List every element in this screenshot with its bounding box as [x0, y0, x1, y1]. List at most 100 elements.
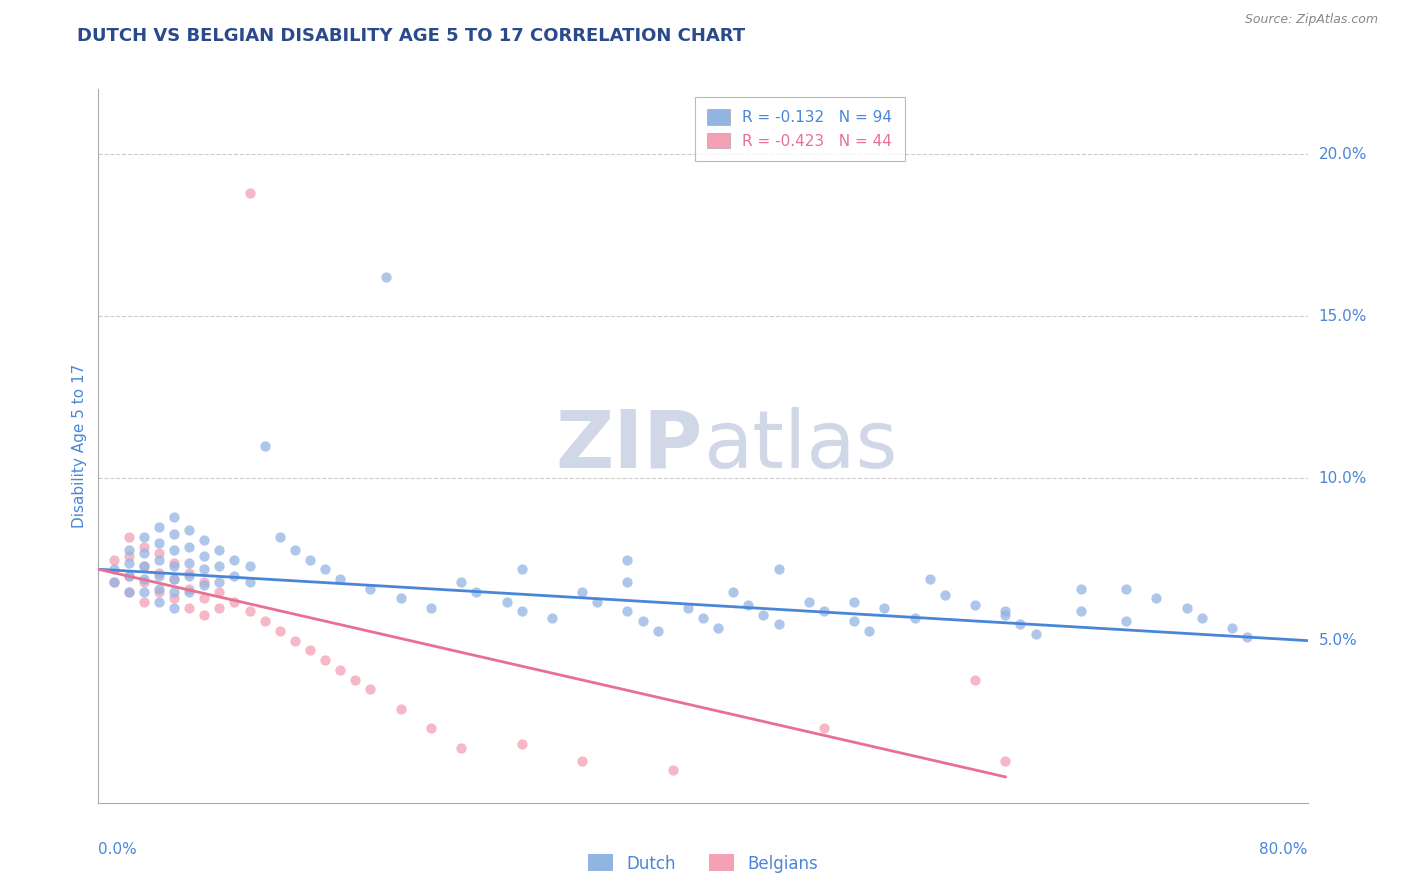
Point	[179, 568, 201, 582]
Point	[329, 663, 352, 677]
Point	[813, 604, 835, 618]
Point	[239, 186, 262, 200]
Point	[163, 572, 186, 586]
Point	[616, 575, 638, 590]
Point	[132, 540, 155, 554]
Point	[224, 552, 246, 566]
Point	[163, 559, 186, 574]
Point	[1070, 582, 1092, 596]
Point	[148, 546, 170, 560]
Point	[208, 542, 231, 557]
Point	[752, 607, 775, 622]
Point	[965, 598, 987, 612]
Point	[179, 582, 201, 596]
Point	[148, 566, 170, 580]
Point	[737, 598, 759, 612]
Point	[1115, 582, 1137, 596]
Legend: R = -0.132   N = 94, R = -0.423   N = 44: R = -0.132 N = 94, R = -0.423 N = 44	[695, 97, 904, 161]
Point	[616, 604, 638, 618]
Point	[103, 575, 125, 590]
Point	[844, 614, 866, 628]
Text: ZIP: ZIP	[555, 407, 703, 485]
Point	[163, 510, 186, 524]
Point	[253, 614, 276, 628]
Point	[571, 585, 593, 599]
Point	[1191, 611, 1213, 625]
Point	[510, 604, 533, 618]
Point	[1236, 631, 1258, 645]
Point	[647, 624, 669, 638]
Point	[858, 624, 880, 638]
Point	[148, 552, 170, 566]
Point	[631, 614, 654, 628]
Point	[132, 585, 155, 599]
Point	[148, 568, 170, 582]
Point	[299, 643, 322, 657]
Point	[269, 530, 291, 544]
Point	[768, 562, 790, 576]
Point	[586, 595, 609, 609]
Point	[148, 520, 170, 534]
Point	[132, 595, 155, 609]
Point	[873, 601, 896, 615]
Point	[179, 540, 201, 554]
Y-axis label: Disability Age 5 to 17: Disability Age 5 to 17	[72, 364, 87, 528]
Point	[118, 585, 141, 599]
Point	[118, 542, 141, 557]
Point	[284, 633, 307, 648]
Point	[420, 601, 443, 615]
Point	[1070, 604, 1092, 618]
Point	[208, 559, 231, 574]
Point	[179, 556, 201, 570]
Point	[510, 738, 533, 752]
Point	[420, 721, 443, 735]
Point	[132, 530, 155, 544]
Point	[193, 591, 215, 606]
Point	[797, 595, 820, 609]
Point	[389, 591, 412, 606]
Point	[193, 533, 215, 547]
Point	[360, 582, 382, 596]
Point	[844, 595, 866, 609]
Point	[768, 617, 790, 632]
Point	[994, 754, 1017, 768]
Point	[118, 549, 141, 564]
Point	[193, 607, 215, 622]
Point	[965, 673, 987, 687]
Point	[994, 604, 1017, 618]
Point	[1220, 621, 1243, 635]
Point	[723, 585, 745, 599]
Point	[299, 552, 322, 566]
Point	[193, 549, 215, 564]
Point	[132, 559, 155, 574]
Point	[1024, 627, 1046, 641]
Point	[918, 572, 941, 586]
Point	[179, 566, 201, 580]
Point	[239, 559, 262, 574]
Point	[1144, 591, 1167, 606]
Point	[163, 542, 186, 557]
Point	[510, 562, 533, 576]
Point	[224, 595, 246, 609]
Point	[118, 568, 141, 582]
Point	[360, 682, 382, 697]
Text: 10.0%: 10.0%	[1319, 471, 1367, 486]
Point	[904, 611, 927, 625]
Point	[389, 702, 412, 716]
Point	[179, 585, 201, 599]
Point	[148, 582, 170, 596]
Point	[103, 562, 125, 576]
Point	[163, 585, 186, 599]
Point	[253, 439, 276, 453]
Point	[344, 673, 367, 687]
Point	[163, 526, 186, 541]
Point	[118, 568, 141, 582]
Point	[163, 591, 186, 606]
Point	[118, 556, 141, 570]
Point	[329, 572, 352, 586]
Point	[813, 721, 835, 735]
Point	[314, 562, 336, 576]
Point	[994, 607, 1017, 622]
Point	[208, 575, 231, 590]
Point	[132, 575, 155, 590]
